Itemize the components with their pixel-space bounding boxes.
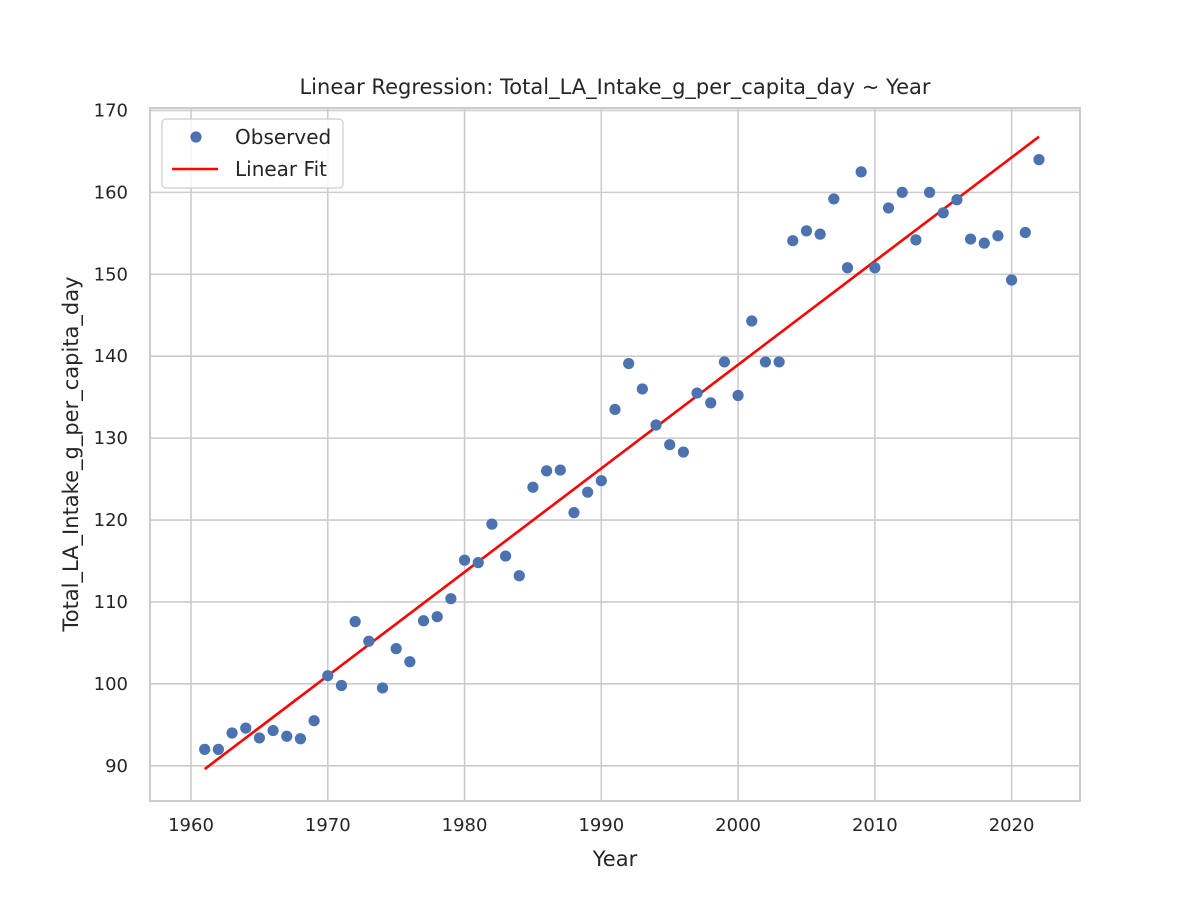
data-point	[718, 356, 731, 368]
y-tick-label: 140	[94, 346, 128, 367]
data-point	[609, 403, 621, 416]
data-point	[732, 389, 744, 402]
x-tick-label: 2020	[989, 815, 1035, 836]
legend-observed-marker	[190, 131, 202, 143]
legend: Observed Linear Fit	[161, 118, 344, 189]
data-point	[636, 383, 648, 395]
legend-box	[161, 118, 344, 189]
data-point	[1033, 154, 1045, 166]
data-point	[759, 356, 772, 368]
data-point	[212, 743, 224, 755]
data-point	[199, 743, 211, 755]
data-point	[937, 207, 949, 219]
data-point	[431, 611, 443, 623]
y-tick-labels: 90 100 110 120 130 140 150 160 170	[94, 100, 128, 776]
data-point	[513, 570, 525, 582]
data-point	[267, 724, 279, 737]
data-point	[1006, 274, 1018, 286]
data-point	[595, 475, 607, 487]
data-point	[541, 465, 553, 477]
data-point	[828, 193, 840, 205]
observed-points	[199, 154, 1045, 755]
data-point	[294, 733, 307, 745]
y-tick-label: 100	[94, 674, 128, 695]
data-point	[746, 315, 758, 327]
data-point	[568, 507, 580, 519]
data-point	[335, 679, 348, 692]
x-tick-label: 2000	[715, 815, 761, 836]
data-point	[705, 397, 717, 409]
x-axis-label: Year	[592, 847, 638, 871]
y-tick-label: 110	[94, 592, 128, 613]
data-point	[691, 387, 703, 399]
y-tick-label: 150	[94, 264, 128, 285]
data-point	[390, 643, 402, 655]
data-point	[322, 670, 334, 682]
data-point	[458, 554, 471, 566]
y-axis-label: Total_LA_Intake_g_per_capita_day	[59, 276, 84, 632]
legend-fit-label: Linear Fit	[235, 157, 327, 181]
x-tick-label: 2010	[852, 815, 898, 836]
data-point	[841, 262, 854, 274]
data-point	[800, 225, 813, 237]
data-point	[404, 656, 416, 668]
data-point	[376, 682, 389, 694]
data-point	[363, 635, 375, 647]
y-tick-label: 90	[105, 756, 128, 777]
data-point	[253, 732, 266, 744]
data-point	[910, 234, 922, 246]
data-point	[978, 237, 990, 249]
data-point	[472, 557, 484, 569]
data-point	[445, 593, 457, 605]
data-point	[855, 166, 867, 178]
data-point	[349, 616, 361, 628]
data-point	[281, 730, 293, 742]
x-tick-label: 1980	[442, 815, 488, 836]
data-point	[869, 262, 881, 274]
x-tick-label: 1960	[168, 815, 214, 836]
data-point	[240, 722, 252, 734]
x-tick-label: 1970	[305, 815, 351, 836]
data-point	[992, 230, 1004, 242]
y-tick-label: 130	[94, 428, 128, 449]
data-point	[486, 518, 498, 530]
data-point	[664, 439, 676, 451]
data-point	[499, 550, 512, 562]
data-point	[554, 464, 566, 476]
data-point	[226, 727, 238, 739]
data-point	[882, 202, 895, 214]
x-tick-labels: 1960 1970 1980 1990 2000 2010 2020	[168, 815, 1034, 836]
y-tick-label: 170	[94, 100, 128, 121]
plot-frame	[149, 107, 1081, 802]
data-point	[1019, 226, 1031, 239]
data-point	[896, 186, 908, 198]
chart-title: Linear Regression: Total_LA_Intake_g_per…	[299, 75, 930, 100]
data-point	[417, 615, 430, 627]
y-tick-label: 120	[94, 510, 128, 531]
data-point	[677, 446, 689, 458]
x-tick-label: 1990	[578, 815, 624, 836]
data-point	[923, 186, 936, 198]
data-point	[814, 228, 826, 240]
data-point	[623, 357, 635, 370]
data-point	[964, 233, 977, 245]
data-point	[527, 481, 539, 493]
data-point	[582, 486, 594, 498]
grid	[150, 108, 1080, 801]
data-point	[308, 715, 320, 727]
linear-fit-line	[203, 135, 1040, 771]
legend-observed-label: Observed	[235, 125, 331, 149]
data-point	[773, 356, 785, 368]
data-point	[951, 194, 963, 206]
data-point	[650, 419, 662, 431]
data-point	[787, 235, 799, 247]
y-tick-label: 160	[94, 182, 128, 203]
fit-line-layer	[203, 135, 1040, 771]
